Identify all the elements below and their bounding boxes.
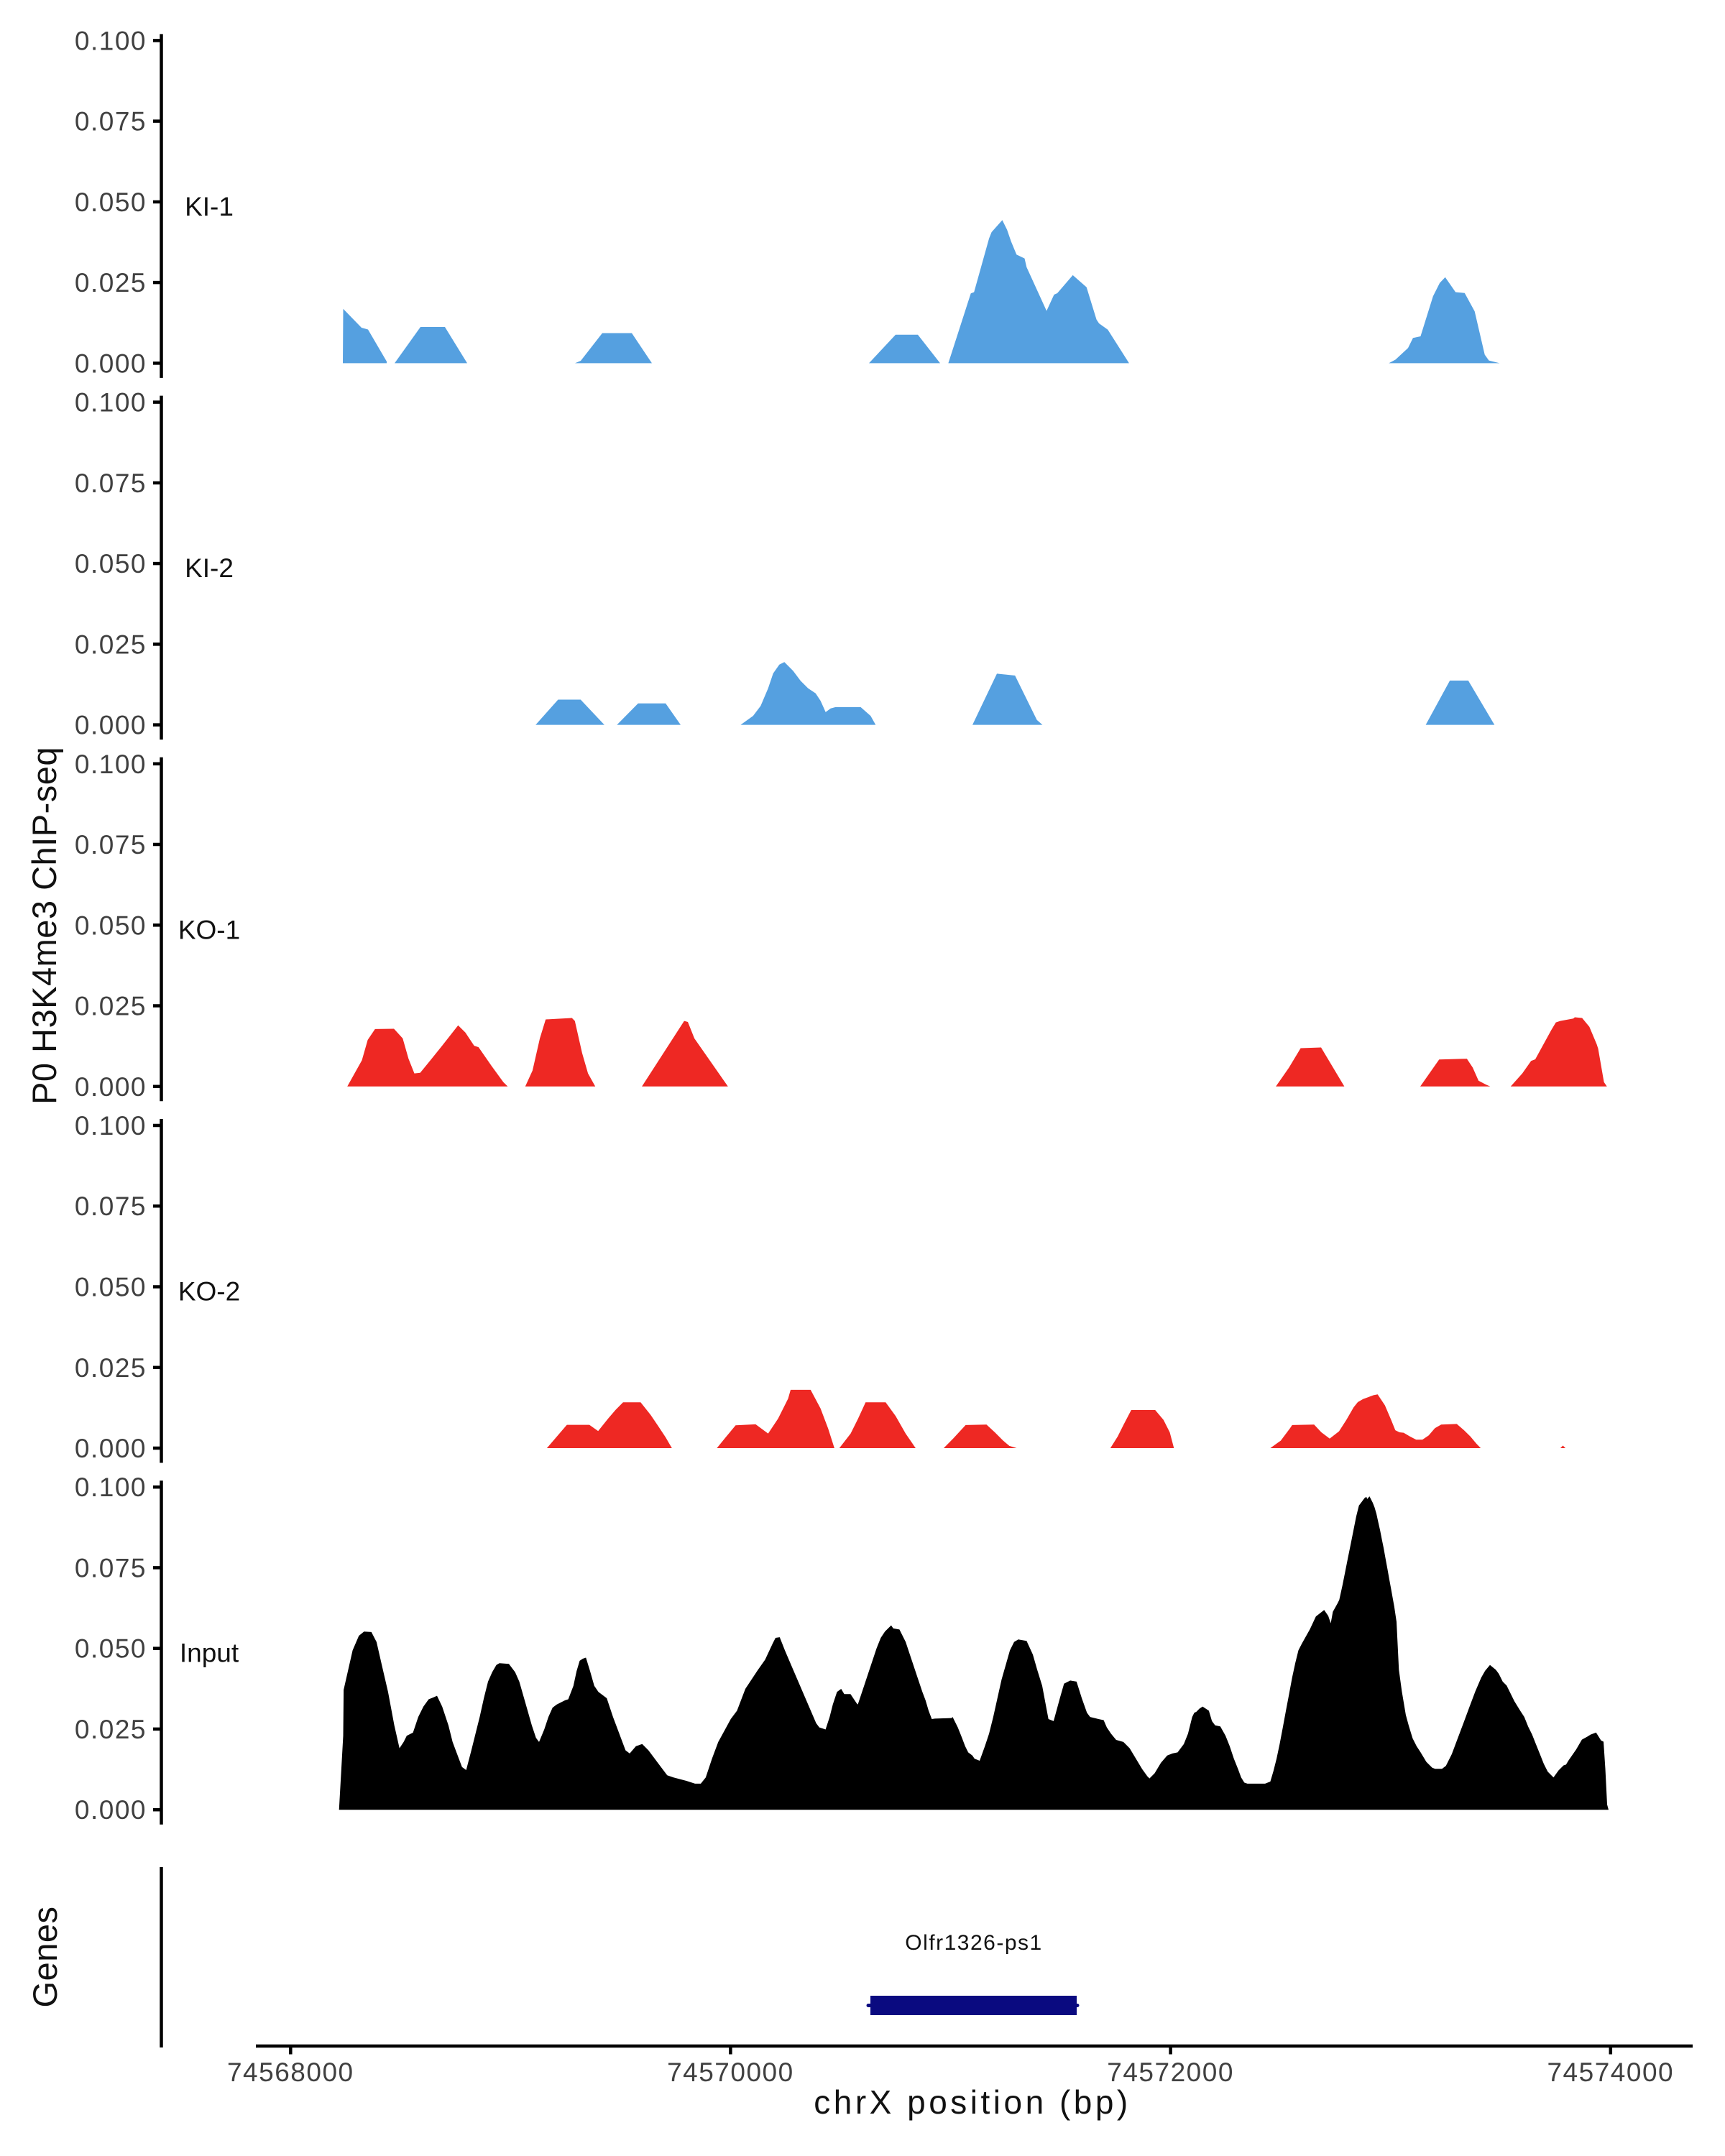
- svg-text:P0 H3K4me3 ChIP-seq: P0 H3K4me3 ChIP-seq: [25, 747, 63, 1105]
- svg-text:Genes: Genes: [26, 1907, 64, 2008]
- svg-text:74572000: 74572000: [1107, 2058, 1234, 2087]
- svg-text:0.050: 0.050: [75, 188, 147, 217]
- svg-text:0.050: 0.050: [75, 549, 147, 579]
- svg-text:Input: Input: [180, 1639, 239, 1668]
- svg-text:0.075: 0.075: [75, 107, 147, 137]
- svg-text:KO-1: KO-1: [178, 915, 240, 944]
- svg-text:0.050: 0.050: [75, 911, 147, 940]
- svg-text:0.025: 0.025: [75, 268, 147, 298]
- svg-text:0.100: 0.100: [75, 1111, 147, 1141]
- svg-text:0.050: 0.050: [75, 1273, 147, 1302]
- svg-text:Olfr1326-ps1: Olfr1326-ps1: [905, 1931, 1042, 1955]
- svg-text:0.000: 0.000: [75, 711, 147, 740]
- svg-text:0.025: 0.025: [75, 630, 147, 659]
- svg-text:0.000: 0.000: [75, 1072, 147, 1102]
- svg-text:KI-2: KI-2: [185, 553, 234, 583]
- svg-text:74568000: 74568000: [227, 2058, 354, 2087]
- svg-text:chrX position (bp): chrX position (bp): [814, 2083, 1131, 2121]
- svg-text:0.025: 0.025: [75, 992, 147, 1021]
- svg-text:0.075: 0.075: [75, 1192, 147, 1221]
- svg-text:0.100: 0.100: [75, 26, 147, 55]
- svg-text:0.100: 0.100: [75, 1473, 147, 1502]
- svg-text:0.000: 0.000: [75, 1434, 147, 1463]
- svg-text:0.025: 0.025: [75, 1715, 147, 1744]
- svg-text:0.100: 0.100: [75, 388, 147, 418]
- svg-text:74570000: 74570000: [667, 2058, 794, 2087]
- svg-text:KI-1: KI-1: [185, 192, 234, 221]
- svg-text:0.075: 0.075: [75, 830, 147, 860]
- svg-text:0.050: 0.050: [75, 1634, 147, 1664]
- svg-text:74574000: 74574000: [1547, 2058, 1674, 2087]
- svg-text:0.075: 0.075: [75, 1553, 147, 1583]
- svg-text:0.000: 0.000: [75, 1795, 147, 1825]
- svg-text:0.075: 0.075: [75, 469, 147, 498]
- svg-text:0.000: 0.000: [75, 349, 147, 378]
- svg-text:KO-2: KO-2: [178, 1277, 240, 1307]
- svg-text:0.025: 0.025: [75, 1353, 147, 1383]
- svg-text:0.100: 0.100: [75, 750, 147, 779]
